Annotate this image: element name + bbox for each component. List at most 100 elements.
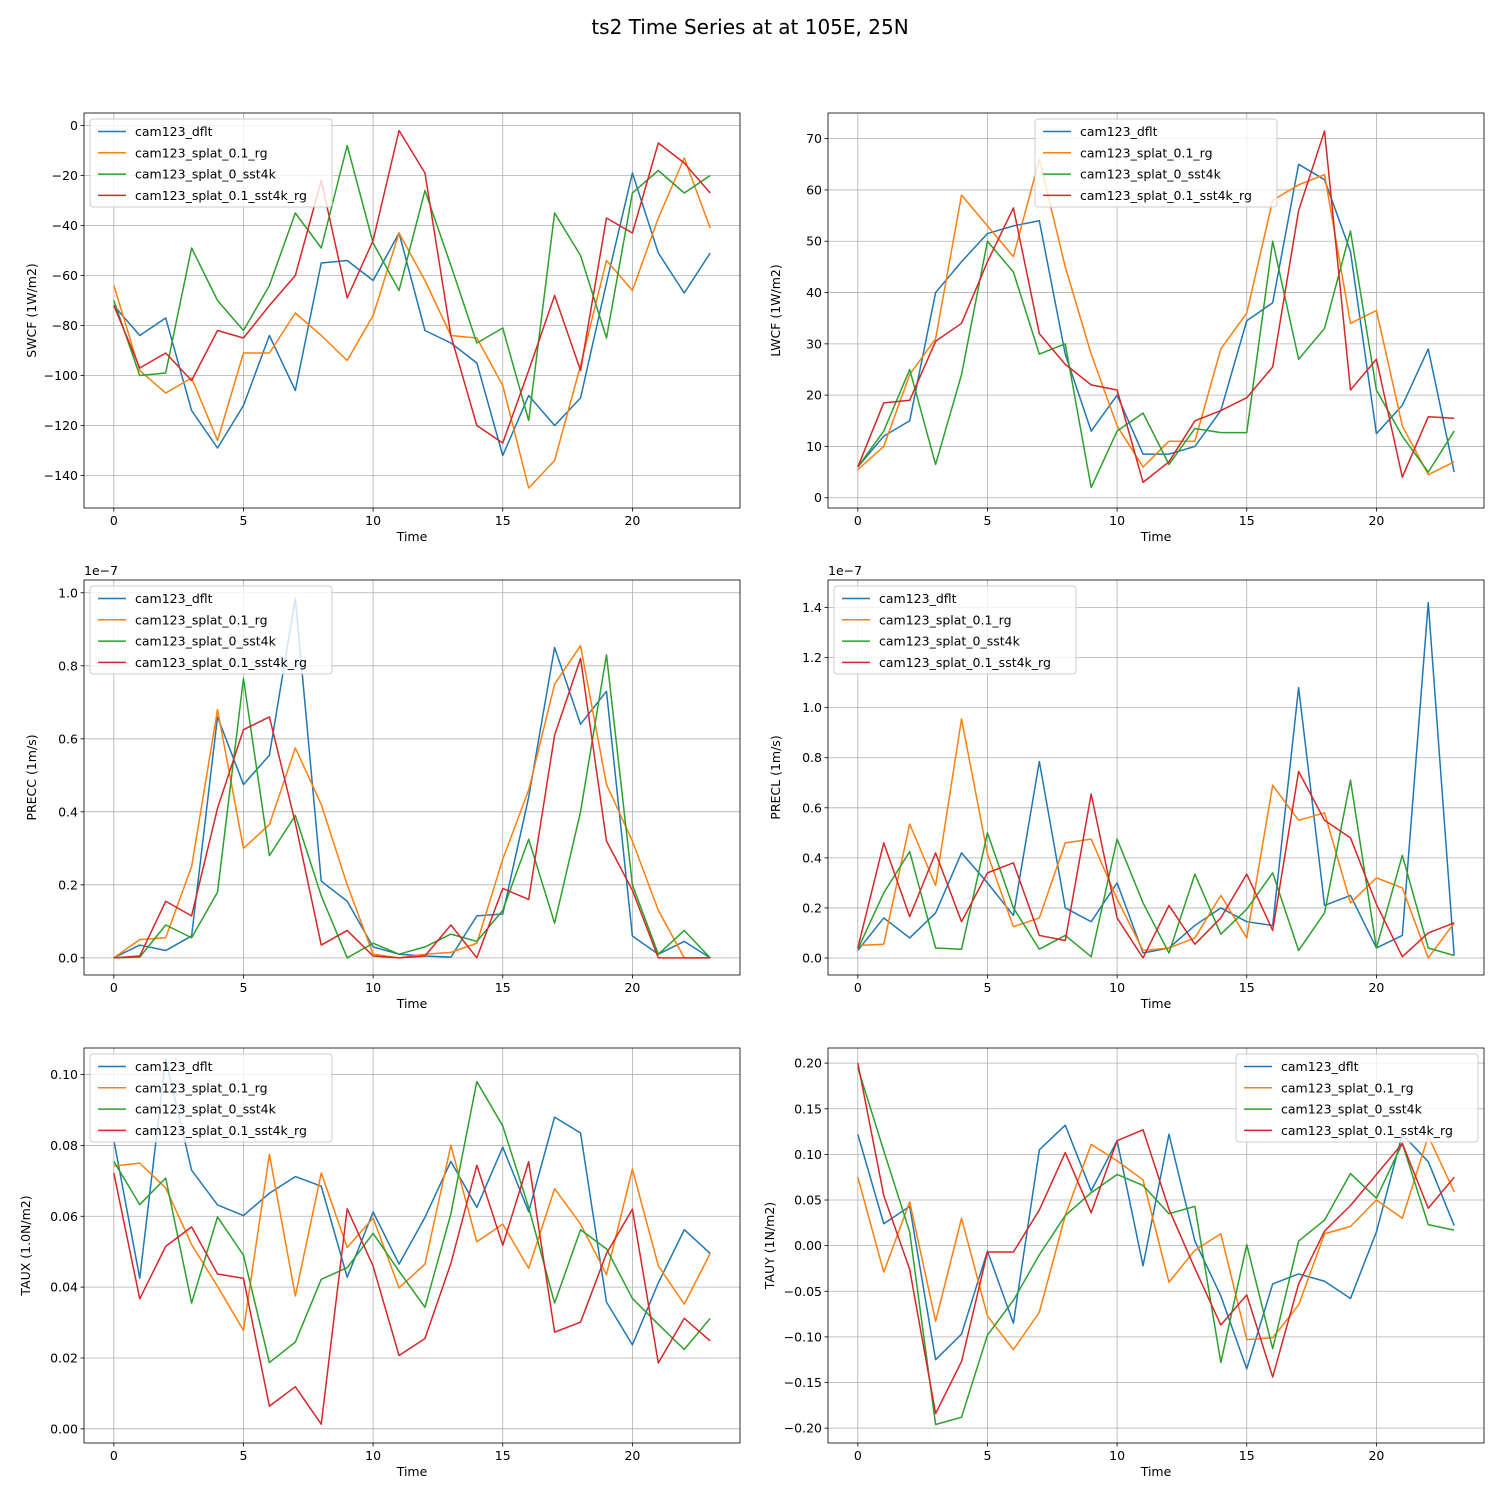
legend-label-cam123-dflt: cam123_dflt (135, 124, 213, 139)
legend-box (1034, 118, 1278, 208)
x-tick-label: 15 (1239, 1448, 1255, 1463)
series-line-cam123-splat-0-sst4k (113, 144, 711, 422)
x-tick-label: 15 (495, 980, 511, 995)
x-axis-label: Time (396, 529, 428, 544)
y-axis-label: SWCF (1W/m2) (24, 263, 39, 358)
y-axis-label: PRECL (1m/s) (768, 735, 783, 819)
x-tick-label: 0 (110, 513, 118, 528)
legend-box (833, 585, 1077, 675)
y-tick-label: 0 (814, 490, 822, 505)
y-tick-label: 0.0 (802, 950, 822, 965)
x-axis-label: Time (396, 1464, 428, 1479)
series-line-cam123-splat-0-1-sst4k-rg (113, 657, 711, 959)
legend: cam123_dflt cam123_splat_0.1_rg cam123_spl… (89, 585, 333, 675)
figure-title: ts2 Time Series at at 105E, 25N (591, 15, 909, 39)
legend-label-cam123-splat-0-sst4k: cam123_splat_0_sst4k (135, 1102, 277, 1117)
y-tick-label: 0.00 (794, 1238, 822, 1253)
x-axis-label: Time (396, 996, 428, 1011)
y-tick-label: 0.10 (794, 1147, 822, 1162)
series-line-cam123-dflt (857, 1124, 1455, 1370)
x-tick-label: 15 (495, 513, 511, 528)
x-tick-label: 10 (365, 513, 381, 528)
y-tick-label: 10 (806, 439, 822, 454)
series-line-cam123-splat-0-1-sst4k-rg (113, 129, 711, 444)
x-tick-label: 0 (110, 980, 118, 995)
series-line-cam123-dflt (857, 601, 1455, 956)
legend-label-cam123-splat-0-1-sst4k-rg: cam123_splat_0.1_sst4k_rg (135, 655, 307, 670)
axes-frame (83, 112, 741, 509)
legend-label-cam123-splat-0-1-rg: cam123_splat_0.1_rg (1281, 1080, 1414, 1095)
y-tick-label: 0.8 (802, 750, 822, 765)
y-tick-label: 0 (70, 118, 78, 133)
y-tick-label: 0.6 (58, 731, 78, 746)
y-tick-label: 0.8 (58, 658, 78, 673)
y-tick-label: 0.00 (50, 1421, 78, 1436)
chart-panel-tauy: 0 5 10 15 20 −0.20 −0.15 −0.10 −0.05 0.00 0.05 0.10… (762, 1047, 1485, 1479)
x-tick-label: 15 (495, 1448, 511, 1463)
axes-frame (827, 579, 1485, 976)
legend-label-cam123-dflt: cam123_dflt (879, 591, 957, 606)
legend-label-cam123-splat-0-sst4k: cam123_splat_0_sst4k (1281, 1102, 1423, 1117)
series-line-cam123-splat-0-sst4k (113, 1080, 711, 1364)
series-line-cam123-dflt (113, 597, 711, 959)
y-tick-label: 50 (806, 234, 822, 249)
x-tick-label: 20 (1368, 980, 1384, 995)
y-tick-label: 1.0 (58, 585, 78, 600)
y-axis-label: TAUX (1.0N/m2) (18, 1195, 33, 1296)
y-tick-label: −0.20 (784, 1421, 822, 1436)
y-tick-label: 0.05 (794, 1193, 822, 1208)
series-line-cam123-splat-0-sst4k (857, 230, 1455, 489)
y-offset-label: 1e−7 (828, 563, 862, 578)
y-tick-label: −120 (44, 418, 78, 433)
x-tick-label: 20 (1368, 513, 1384, 528)
chart-panel-taux: 0 5 10 15 20 0.00 0.02 0.04 0.06 0.08 0.10 Time TAUX… (18, 1047, 741, 1479)
chart-panel-swcf: 0 5 10 15 20 0 −20 −40 −60 −80 −100 −120 −140 Time SWC… (24, 112, 741, 544)
y-tick-label: 0.0 (58, 950, 78, 965)
legend-label-cam123-splat-0-sst4k: cam123_splat_0_sst4k (879, 634, 1021, 649)
y-tick-label: 40 (806, 285, 822, 300)
x-tick-label: 0 (110, 1448, 118, 1463)
x-tick-label: 5 (983, 513, 991, 528)
axes-frame (83, 1047, 741, 1444)
series-line-cam123-splat-0-1-rg (857, 718, 1455, 959)
y-tick-label: 0.6 (802, 800, 822, 815)
y-tick-label: 1.0 (802, 700, 822, 715)
legend-label-cam123-splat-0-1-sst4k-rg: cam123_splat_0.1_sst4k_rg (135, 1123, 307, 1138)
legend-label-cam123-splat-0-sst4k: cam123_splat_0_sst4k (1080, 167, 1222, 182)
y-tick-label: 1.4 (802, 600, 822, 615)
legend-label-cam123-splat-0-sst4k: cam123_splat_0_sst4k (135, 634, 277, 649)
y-axis-label: TAUY (1N/m2) (762, 1202, 777, 1290)
series-line-cam123-splat-0-1-sst4k-rg (857, 770, 1455, 959)
series-line-cam123-splat-0-sst4k (857, 779, 1455, 958)
x-tick-label: 0 (854, 980, 862, 995)
y-tick-label: −140 (44, 468, 78, 483)
y-tick-label: 0.06 (50, 1209, 78, 1224)
y-tick-label: −80 (52, 318, 78, 333)
y-tick-label: 1.2 (802, 650, 822, 665)
legend-label-cam123-splat-0-1-sst4k-rg: cam123_splat_0.1_sst4k_rg (1281, 1123, 1453, 1138)
legend-label-cam123-splat-0-1-sst4k-rg: cam123_splat_0.1_sst4k_rg (135, 188, 307, 203)
y-tick-label: 0.02 (50, 1350, 78, 1365)
series-line-cam123-splat-0-sst4k (113, 654, 711, 959)
y-tick-label: 0.08 (50, 1138, 78, 1153)
axes-frame (827, 112, 1485, 509)
x-tick-label: 5 (983, 1448, 991, 1463)
y-tick-label: −20 (52, 168, 78, 183)
x-tick-label: 20 (624, 980, 640, 995)
chart-panel-precc: 0 5 10 15 20 0.0 0.2 0.4 0.6 0.8 1.0 Time PRECC (1m/… (24, 563, 741, 1011)
y-tick-label: −100 (44, 368, 78, 383)
axes-frame (83, 579, 741, 976)
y-tick-label: 60 (806, 182, 822, 197)
x-tick-label: 0 (854, 1448, 862, 1463)
legend-box (89, 1053, 333, 1143)
legend-label-cam123-dflt: cam123_dflt (135, 591, 213, 606)
x-tick-label: 5 (983, 980, 991, 995)
y-tick-label: 0.10 (50, 1067, 78, 1082)
series-line-cam123-splat-0-1-rg (113, 644, 711, 959)
y-tick-label: 0.2 (58, 877, 78, 892)
chart-panel-lwcf: 0 5 10 15 20 0 10 20 30 40 50 60 70 Time LWCF (1W/m2) c… (768, 112, 1485, 544)
legend: cam123_dflt cam123_splat_0.1_rg cam123_spl… (1034, 118, 1278, 208)
x-tick-label: 10 (1109, 980, 1125, 995)
legend-label-cam123-dflt: cam123_dflt (1080, 124, 1158, 139)
